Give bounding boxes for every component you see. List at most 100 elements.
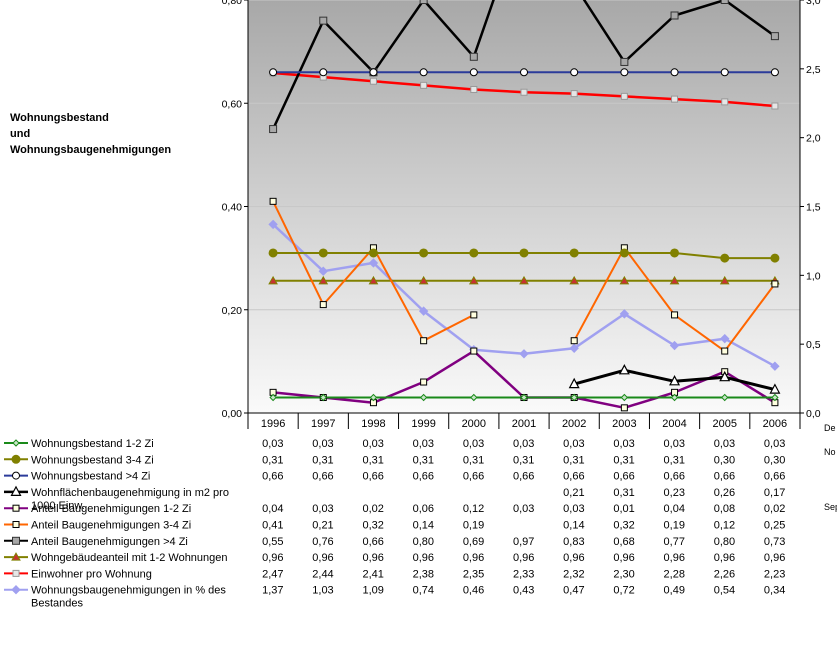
edge-text: No	[824, 447, 836, 457]
table-cell: 0,43	[513, 585, 534, 597]
data-point	[771, 280, 779, 288]
table-cell: 1,09	[362, 585, 383, 597]
table-cell: 0,96	[312, 552, 333, 564]
table-cell: 0,74	[413, 585, 434, 597]
data-point	[670, 68, 679, 77]
data-point	[670, 248, 680, 258]
table-cell: 0,19	[664, 520, 685, 532]
data-point	[770, 253, 780, 263]
data-point	[720, 333, 730, 344]
table-cell: 0,03	[563, 503, 584, 515]
x-tick-label: 2005	[712, 418, 736, 430]
data-point	[720, 68, 729, 77]
table-cell: 0,31	[664, 454, 685, 466]
table-cell: 0,72	[613, 585, 634, 597]
legend-label: Wohngebäudeanteil mit 1-2 Wohnungen	[31, 552, 228, 564]
data-point	[470, 347, 478, 355]
data-point	[418, 275, 429, 285]
chart-title-line: Wohnungsbaugenehmigungen	[10, 144, 171, 156]
data-point	[12, 569, 20, 577]
legend-label: Anteil Baugenehmigungen 1-2 Zi	[31, 503, 191, 515]
y-left-tick-label: 0,80	[222, 0, 243, 7]
table-cell: 0,31	[613, 487, 634, 499]
data-point	[268, 219, 278, 230]
table-cell: 0,31	[513, 454, 534, 466]
table-cell: 0,96	[664, 552, 685, 564]
data-table: Wohnungsbestand 1-2 Zi 0,03 0,03 0,03 0,03 0,…	[4, 438, 785, 610]
data-point	[470, 311, 478, 319]
table-cell: 2,28	[664, 568, 685, 580]
table-cell: 0,31	[563, 454, 584, 466]
edge-text: De	[824, 423, 836, 433]
data-point	[468, 275, 479, 285]
table-cell: 0,46	[463, 585, 484, 597]
table-cell: 0,66	[463, 471, 484, 483]
y-right-tick-label: 3,0	[806, 0, 821, 7]
data-point	[570, 68, 579, 77]
y-right-tick-label: 2,5	[806, 64, 821, 76]
data-point	[568, 377, 580, 389]
table-cell: 0,30	[714, 454, 735, 466]
table-cell: 0,47	[563, 585, 584, 597]
x-tick-label: 2000	[462, 418, 486, 430]
data-point	[319, 68, 328, 77]
chart-title: Wohnungsbestand und Wohnungsbaugenehmigu…	[10, 112, 171, 156]
y-right-tick-label: 0,5	[806, 339, 821, 351]
legend-label: Wohnungsbestand 3-4 Zi	[31, 454, 154, 466]
table-cell: 0,68	[613, 536, 634, 548]
table-cell: 0,80	[413, 536, 434, 548]
table-cell: 0,02	[362, 503, 383, 515]
legend-label: Wohnungsbaugenehmigungen in % des	[31, 585, 226, 597]
table-cell: 0,12	[714, 520, 735, 532]
chart-title-line: und	[10, 128, 30, 140]
y-left-tick-label: 0,60	[222, 98, 243, 110]
table-cell: 0,69	[463, 536, 484, 548]
data-point	[570, 393, 578, 402]
table-cell: 0,04	[262, 503, 283, 515]
data-point	[670, 11, 679, 20]
y-left-tick-label: 0,40	[222, 202, 243, 214]
data-point	[470, 393, 478, 402]
data-point	[671, 311, 679, 319]
right-edge-text: De No Sep	[824, 423, 837, 512]
table-cell: 0,32	[362, 520, 383, 532]
data-point	[769, 383, 781, 394]
data-point	[719, 275, 730, 285]
y-right-tick-label: 2,0	[806, 133, 821, 145]
table-cell: 0,77	[664, 536, 685, 548]
y-right-tick-label: 1,5	[806, 202, 821, 214]
table-cell: 0,49	[664, 585, 685, 597]
table-cell: 0,96	[714, 552, 735, 564]
data-point	[570, 337, 578, 345]
data-point	[469, 248, 479, 258]
data-point	[569, 275, 580, 285]
table-cell: 0,30	[764, 454, 785, 466]
table-cell: 0,03	[513, 438, 534, 450]
x-tick-label: 2003	[612, 418, 636, 430]
data-point	[269, 125, 278, 134]
table-cell: 2,30	[613, 568, 634, 580]
data-point	[269, 393, 277, 402]
table-cell: 2,32	[563, 568, 584, 580]
table-cell: 0,66	[312, 471, 333, 483]
table-cell: 0,03	[413, 438, 434, 450]
table-cell: 0,21	[312, 520, 333, 532]
table-cell: 0,03	[764, 438, 785, 450]
data-point	[419, 248, 429, 258]
table-cell: 0,31	[312, 454, 333, 466]
x-tick-label: 2004	[662, 418, 686, 430]
table-cell: 2,26	[714, 568, 735, 580]
data-point	[420, 337, 428, 345]
table-cell: 0,55	[262, 536, 283, 548]
table-cell: 0,03	[312, 438, 333, 450]
legend-label: Wohnflächenbaugenehmigung in m2 pro	[31, 487, 229, 499]
data-point	[519, 248, 529, 258]
table-cell: 0,83	[563, 536, 584, 548]
table-cell: 2,33	[513, 568, 534, 580]
data-point	[318, 275, 329, 285]
table-cell: 0,32	[613, 520, 634, 532]
table-cell: 2,23	[764, 568, 785, 580]
table-cell: 0,66	[563, 471, 584, 483]
table-cell: 0,34	[764, 585, 785, 597]
legend-label: Wohnungsbestand 1-2 Zi	[31, 438, 154, 450]
